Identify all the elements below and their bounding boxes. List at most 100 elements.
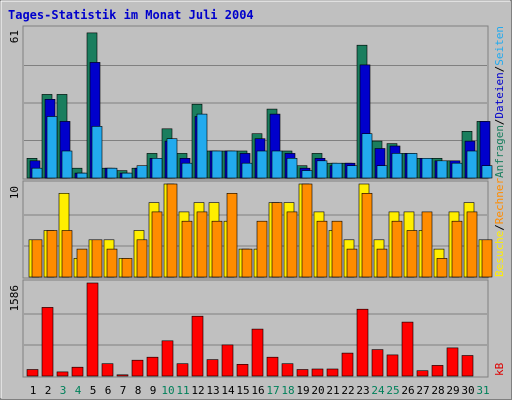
bar-rechner-day-2 — [46, 230, 58, 278]
bar-seiten-day-13 — [211, 150, 223, 179]
bar-kb-day-30 — [461, 355, 474, 377]
bar-kb-day-14 — [221, 344, 234, 377]
bar-rechner-day-12 — [196, 211, 208, 278]
bar-kb-day-15 — [236, 363, 249, 377]
y-max-label: 1586 — [8, 285, 21, 312]
bar-rechner-day-20 — [316, 220, 328, 278]
x-tick-label-day-26: 26 — [401, 384, 414, 397]
bar-seiten-day-10 — [166, 138, 178, 179]
bar-seiten-day-22 — [346, 165, 358, 179]
x-tick-label-day-18: 18 — [281, 384, 294, 397]
bar-seiten-day-2 — [46, 116, 58, 179]
bar-kb-day-4 — [71, 366, 84, 377]
x-tick-label-day-7: 7 — [120, 384, 127, 397]
bar-seiten-day-6 — [106, 167, 118, 179]
bar-kb-day-20 — [311, 368, 324, 377]
bar-kb-day-8 — [131, 359, 144, 377]
bar-rechner-day-5 — [91, 239, 103, 278]
bar-rechner-day-19 — [301, 183, 313, 278]
x-tick-label-day-2: 2 — [45, 384, 52, 397]
bar-seiten-day-4 — [76, 172, 88, 179]
bar-rechner-day-30 — [466, 211, 478, 278]
bar-kb-day-22 — [341, 352, 354, 377]
bar-rechner-day-21 — [331, 220, 343, 278]
bar-seiten-day-7 — [121, 172, 133, 179]
bar-kb-day-23 — [356, 308, 369, 377]
bar-seiten-day-26 — [406, 153, 418, 179]
bar-seiten-day-14 — [226, 150, 238, 179]
x-tick-label-day-1: 1 — [30, 384, 37, 397]
bar-seiten-day-3 — [61, 150, 73, 179]
bar-rechner-day-26 — [406, 230, 418, 278]
legend-seiten: Seiten — [493, 26, 506, 66]
bar-kb-day-29 — [446, 347, 459, 377]
x-tick-label-day-22: 22 — [341, 384, 354, 397]
bar-rechner-day-13 — [211, 220, 223, 278]
bar-seiten-day-17 — [271, 150, 283, 179]
bar-seiten-day-31 — [481, 165, 493, 179]
bar-kb-day-18 — [281, 363, 294, 377]
chart-title: Tages-Statistik im Monat Juli 2004 — [8, 8, 254, 22]
bar-kb-day-12 — [191, 315, 204, 377]
bar-rechner-day-8 — [136, 239, 148, 278]
bar-rechner-day-11 — [181, 220, 193, 278]
x-tick-label-day-20: 20 — [311, 384, 324, 397]
x-tick-label-day-24: 24 — [371, 384, 385, 397]
x-tick-label-day-8: 8 — [135, 384, 142, 397]
x-tick-label-day-14: 14 — [221, 384, 235, 397]
bar-seiten-day-9 — [151, 158, 163, 179]
bar-kb-day-24 — [371, 349, 384, 377]
bars — [26, 32, 493, 377]
x-tick-label-day-3: 3 — [60, 384, 67, 397]
bar-seiten-day-25 — [391, 153, 403, 179]
x-tick-label-day-12: 12 — [191, 384, 204, 397]
bar-kb-day-11 — [176, 363, 189, 377]
x-tick-label-day-9: 9 — [150, 384, 157, 397]
bar-kb-day-26 — [401, 321, 414, 377]
bar-kb-day-21 — [326, 368, 339, 377]
bar-rechner-day-3 — [61, 230, 73, 278]
bar-kb-day-2 — [41, 307, 54, 377]
bar-kb-day-27 — [416, 370, 429, 377]
bar-seiten-day-19 — [301, 170, 313, 179]
bar-rechner-day-10 — [166, 183, 178, 278]
bar-seiten-day-24 — [376, 165, 388, 179]
x-tick-label-day-27: 27 — [416, 384, 429, 397]
x-tick-label-day-28: 28 — [431, 384, 444, 397]
x-tick-label-day-4: 4 — [75, 384, 82, 397]
x-tick-label-day-17: 17 — [266, 384, 279, 397]
x-tick-label-day-25: 25 — [386, 384, 399, 397]
bar-seiten-day-16 — [256, 150, 268, 179]
legend-separator: / — [493, 119, 506, 126]
bar-rechner-day-14 — [226, 193, 238, 278]
bar-kb-day-1 — [26, 369, 39, 377]
bar-seiten-day-28 — [436, 160, 448, 179]
bar-kb-day-6 — [101, 363, 114, 377]
bar-kb-day-28 — [431, 365, 444, 377]
legend-kb: kB — [493, 362, 506, 376]
legend-dateien: Dateien — [493, 72, 506, 118]
bar-seiten-day-15 — [241, 162, 253, 179]
legend-anfragen: Anfragen — [493, 125, 506, 178]
bar-rechner-day-22 — [346, 248, 358, 278]
x-tick-label-day-29: 29 — [446, 384, 459, 397]
bar-rechner-day-28 — [436, 258, 448, 278]
bar-kb-day-9 — [146, 356, 159, 377]
bar-kb-day-17 — [266, 356, 279, 377]
x-tick-label-day-23: 23 — [356, 384, 369, 397]
bar-seiten-day-21 — [331, 162, 343, 179]
bar-rechner-day-16 — [256, 220, 268, 278]
y-max-label: 10 — [8, 186, 21, 199]
bar-rechner-day-24 — [376, 248, 388, 278]
x-tick-label-day-16: 16 — [251, 384, 264, 397]
bar-kb-day-5 — [86, 282, 99, 377]
legend-besuche: Besuche — [493, 231, 506, 277]
bar-rechner-day-9 — [151, 211, 163, 278]
bar-rechner-day-17 — [271, 202, 283, 278]
bar-kb-day-13 — [206, 359, 219, 377]
x-tick-label-day-13: 13 — [206, 384, 219, 397]
y-max-label: 61 — [8, 30, 21, 43]
